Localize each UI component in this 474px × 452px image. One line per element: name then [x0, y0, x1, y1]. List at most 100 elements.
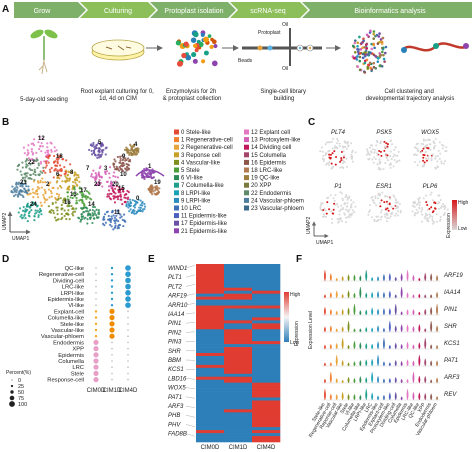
umap-point: [97, 209, 100, 212]
umap-point: [83, 203, 86, 206]
violin-shape: [377, 354, 380, 367]
heatmap-cell: [196, 305, 225, 309]
umap-point: [37, 214, 40, 217]
feature-plot-point: [380, 140, 383, 143]
umap-point: [97, 211, 100, 214]
violin-ylabel: Expression Level: [308, 311, 314, 349]
heatmap-cell: [224, 376, 253, 380]
umap-point: [18, 190, 21, 193]
feature-plot-point: [414, 146, 417, 149]
panel-d: D QC-likeRegenerative-cellDividing-cellL…: [2, 254, 138, 408]
violin-shape: [412, 392, 415, 401]
heatmap-cell: [196, 361, 225, 366]
protoplast-cell: [210, 37, 214, 42]
violin-shape: [430, 320, 433, 333]
heatmap-cell: [224, 299, 253, 303]
feature-plot-point: [413, 161, 416, 164]
umap-point: [133, 199, 136, 202]
dot-plot-dot: [125, 265, 131, 271]
feature-plot-point: [395, 212, 398, 215]
legend-e-high: High: [290, 292, 301, 298]
umap-point: [75, 183, 78, 186]
feature-plot-point: [390, 213, 393, 216]
umap-point: [107, 189, 111, 192]
feature-plot-point: [344, 208, 347, 211]
violin-shape: [329, 291, 332, 299]
heatmap-cell: [252, 323, 281, 327]
dot-plot-dot: [127, 329, 129, 331]
dot-plot-row-label: Vl-like: [68, 303, 84, 309]
dot-plot-dot: [93, 377, 99, 383]
dot-plot-dot: [110, 279, 114, 282]
umap-point: [80, 206, 83, 210]
feature-plot-gene-label: WOX5: [421, 130, 439, 136]
violin-shape: [406, 309, 409, 316]
mini-umap-point: [372, 32, 375, 36]
feature-plot-point: [432, 146, 435, 149]
legend-e-title: Expression: [294, 321, 300, 346]
feature-plot-gene-label: PLT4: [331, 130, 346, 136]
violin-shape: [406, 341, 409, 350]
feature-plot-point: [338, 210, 341, 213]
heatmap-gene-label: PLT2: [168, 284, 183, 290]
feature-plot-point: [343, 154, 346, 157]
violin-shape: [353, 328, 356, 333]
feature-plot-point: [380, 216, 383, 219]
heatmap-cell: [252, 397, 281, 401]
feature-plot-point: [423, 161, 426, 164]
feature-plot-point: [386, 154, 389, 157]
umap-point: [89, 208, 92, 212]
umap-point: [95, 173, 98, 177]
legend-swatch: [174, 228, 179, 234]
protoplast-cell: [211, 60, 218, 67]
feature-plot-point: [398, 203, 401, 206]
feature-plot-point: [338, 142, 341, 145]
dot-plot-row-label: Stele-like: [60, 322, 84, 328]
legend-label: 16 Epidermis: [251, 160, 286, 166]
umap-point: [93, 210, 96, 213]
legend-label: 18 LRC-like: [251, 168, 283, 174]
feature-plot-point: [393, 148, 396, 151]
umap-point: [74, 181, 77, 184]
feature-plot-point: [348, 216, 351, 219]
violin-shape: [341, 337, 344, 350]
dot-plot-row-label: Regenerative-cell: [39, 272, 84, 278]
umap-point: [38, 173, 41, 176]
feature-plot-point: [328, 208, 331, 211]
feature-plot-point: [380, 199, 383, 202]
violin-shape: [388, 362, 391, 367]
feature-plot-point: [332, 165, 335, 168]
feature-plot-point: [323, 158, 326, 161]
feature-plot-point: [330, 167, 333, 170]
dot-plot-dot: [127, 366, 129, 369]
dot-plot-dot: [110, 273, 114, 276]
umap-point: [151, 171, 154, 174]
feature-plot-point: [379, 201, 382, 204]
feature-plot-point: [442, 203, 445, 206]
umap-point: [106, 210, 109, 213]
percent-legend-value: 50: [18, 390, 24, 396]
umap-point: [122, 224, 125, 228]
umap-point: [27, 185, 30, 188]
heatmap-gene-label: PIN1: [168, 321, 181, 327]
feature-plot-point: [418, 196, 421, 199]
heatmap-cell: [252, 264, 281, 268]
feature-plot-point: [328, 163, 331, 166]
violin-shape: [335, 310, 338, 316]
heatmap-cell: [224, 427, 253, 431]
heatmap-gene-pointer: [185, 387, 196, 389]
umap-point: [19, 170, 22, 173]
heatmap-cell: [196, 370, 225, 375]
feature-plot-point: [365, 153, 368, 156]
feature-plot-point: [340, 208, 343, 211]
protoplast-cell: [178, 61, 184, 66]
feature-plot-point: [348, 195, 351, 198]
umap-point: [81, 191, 84, 194]
heatmap-cell: [224, 430, 253, 434]
umap-point: [57, 193, 61, 196]
violin-shape: [335, 290, 338, 299]
heatmap-cell: [252, 436, 281, 440]
legend-label: 9 LRPI-like: [181, 198, 211, 204]
feature-plot-point: [427, 219, 430, 222]
violin-shape: [400, 396, 403, 401]
